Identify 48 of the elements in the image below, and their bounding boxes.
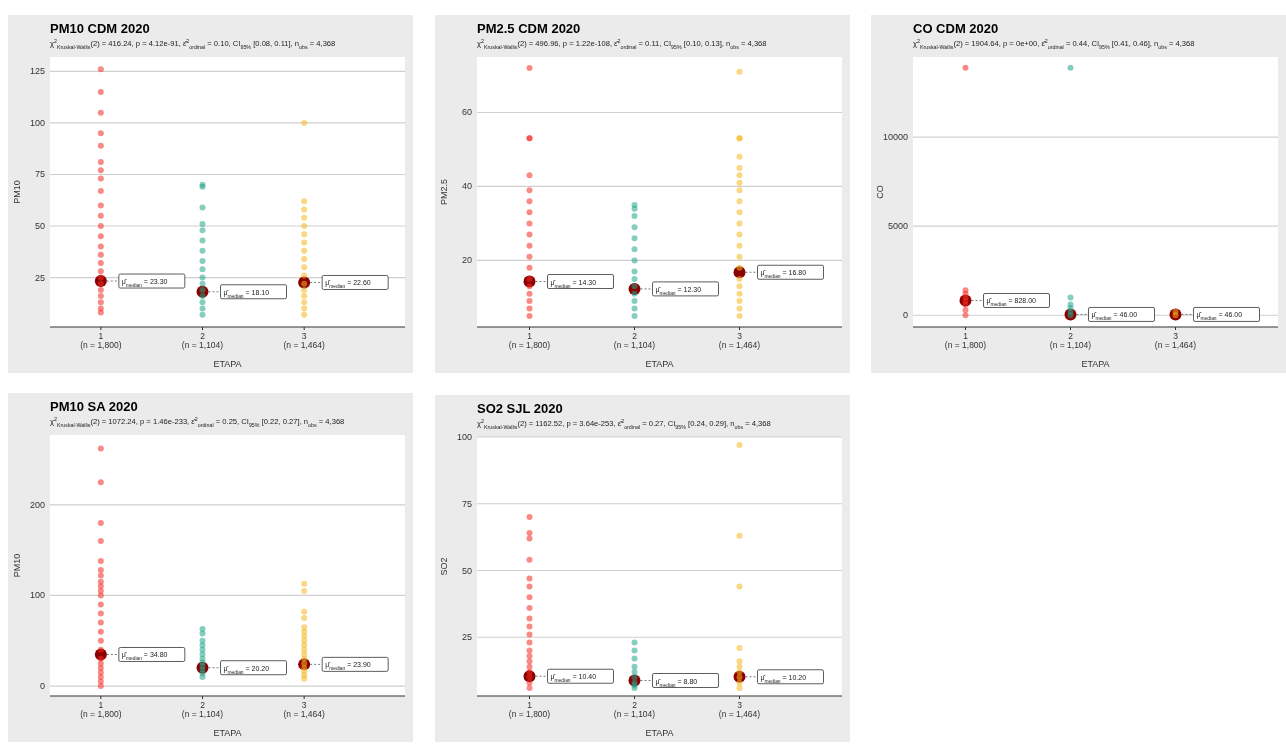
x-tick-label: 2 (n = 1,104) [613,700,656,719]
x-tick-label: 3 (n = 1,464) [718,700,761,719]
chart-title: SO2 SJL 2020 [477,401,563,416]
y-tick-label: 100 [29,117,45,128]
y-tick-label: 25 [34,272,45,283]
x-tick-label: 3 (n = 1,464) [718,331,761,350]
x-tick-label: 2 (n = 1,104) [181,700,224,719]
y-tick-label: 50 [461,565,472,576]
y-tick-label: 0 [902,310,908,321]
chart-title: PM10 SA 2020 [50,399,138,414]
chart-title: CO CDM 2020 [913,21,999,36]
x-tick-label: 2 (n = 1,104) [181,331,224,350]
chart-title: PM2.5 CDM 2020 [477,21,581,36]
y-tick-label: 5000 [887,221,908,232]
y-tick-label: 75 [34,169,45,180]
chart-title: PM10 CDM 2020 [50,21,150,36]
y-tick-label: 200 [29,499,45,510]
y-tick-label: 25 [461,632,472,643]
x-axis-title: ETAPA [645,728,674,738]
x-tick-label: 1 (n = 1,800) [508,700,551,719]
y-tick-label: 100 [456,432,472,442]
y-tick-label: 100 [29,590,45,601]
y-tick-label: 20 [461,255,472,266]
x-axis-title: ETAPA [213,728,242,738]
y-tick-label: 10000 [882,132,908,143]
x-tick-label: 3 (n = 1,464) [1154,331,1197,350]
y-tick-label: 50 [34,221,45,232]
y-axis-title: PM10 [12,553,22,578]
x-tick-label: 2 (n = 1,104) [613,331,656,350]
y-tick-label: 60 [461,107,472,118]
y-axis-title: CO [875,185,885,199]
x-axis-title: ETAPA [1081,359,1110,369]
y-axis-title: PM10 [12,180,22,204]
y-axis-title: SO2 [439,557,449,576]
x-tick-label: 1 (n = 1,800) [80,700,122,719]
y-tick-label: 40 [461,181,472,192]
y-tick-label: 0 [39,681,45,692]
x-tick-label: 2 (n = 1,104) [1049,331,1092,350]
x-axis-title: ETAPA [645,359,674,369]
x-tick-label: 1 (n = 1,800) [508,331,551,350]
x-tick-label: 1 (n = 1,800) [80,331,122,350]
x-axis-title: ETAPA [213,359,242,369]
x-tick-label: 3 (n = 1,464) [283,700,325,719]
y-axis-title: PM2.5 [439,178,449,206]
y-tick-label: 75 [461,498,472,509]
y-tick-label: 125 [29,66,45,77]
x-tick-label: 1 (n = 1,800) [944,331,987,350]
x-tick-label: 3 (n = 1,464) [283,331,325,350]
